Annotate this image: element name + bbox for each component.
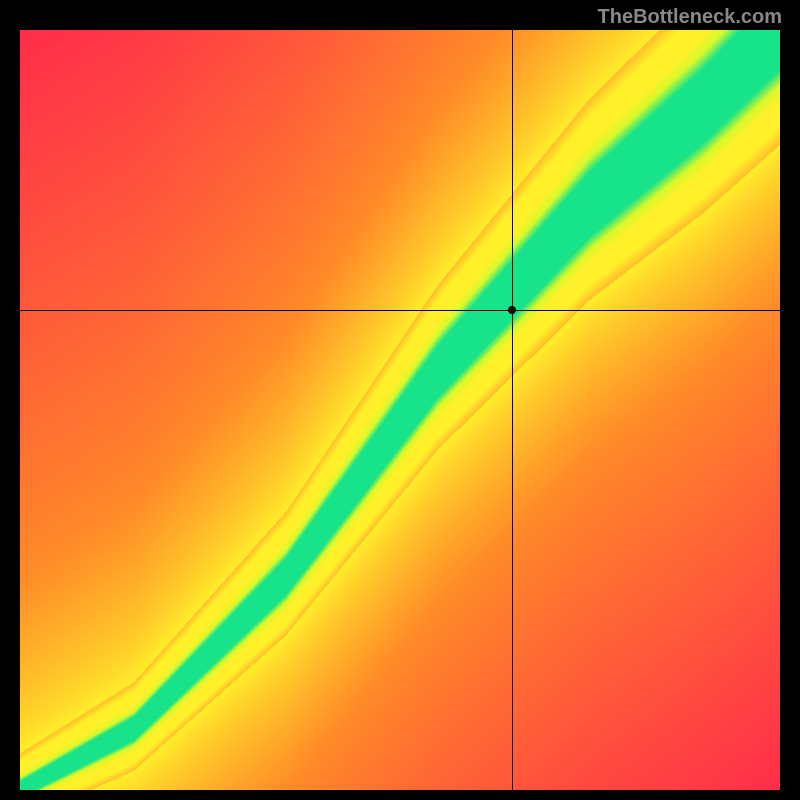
- crosshair-horizontal: [20, 310, 780, 311]
- crosshair-vertical: [512, 30, 513, 790]
- crosshair-marker: [508, 306, 516, 314]
- watermark-text: TheBottleneck.com: [598, 6, 782, 29]
- heatmap-chart: [20, 30, 780, 790]
- heatmap-canvas: [20, 30, 780, 790]
